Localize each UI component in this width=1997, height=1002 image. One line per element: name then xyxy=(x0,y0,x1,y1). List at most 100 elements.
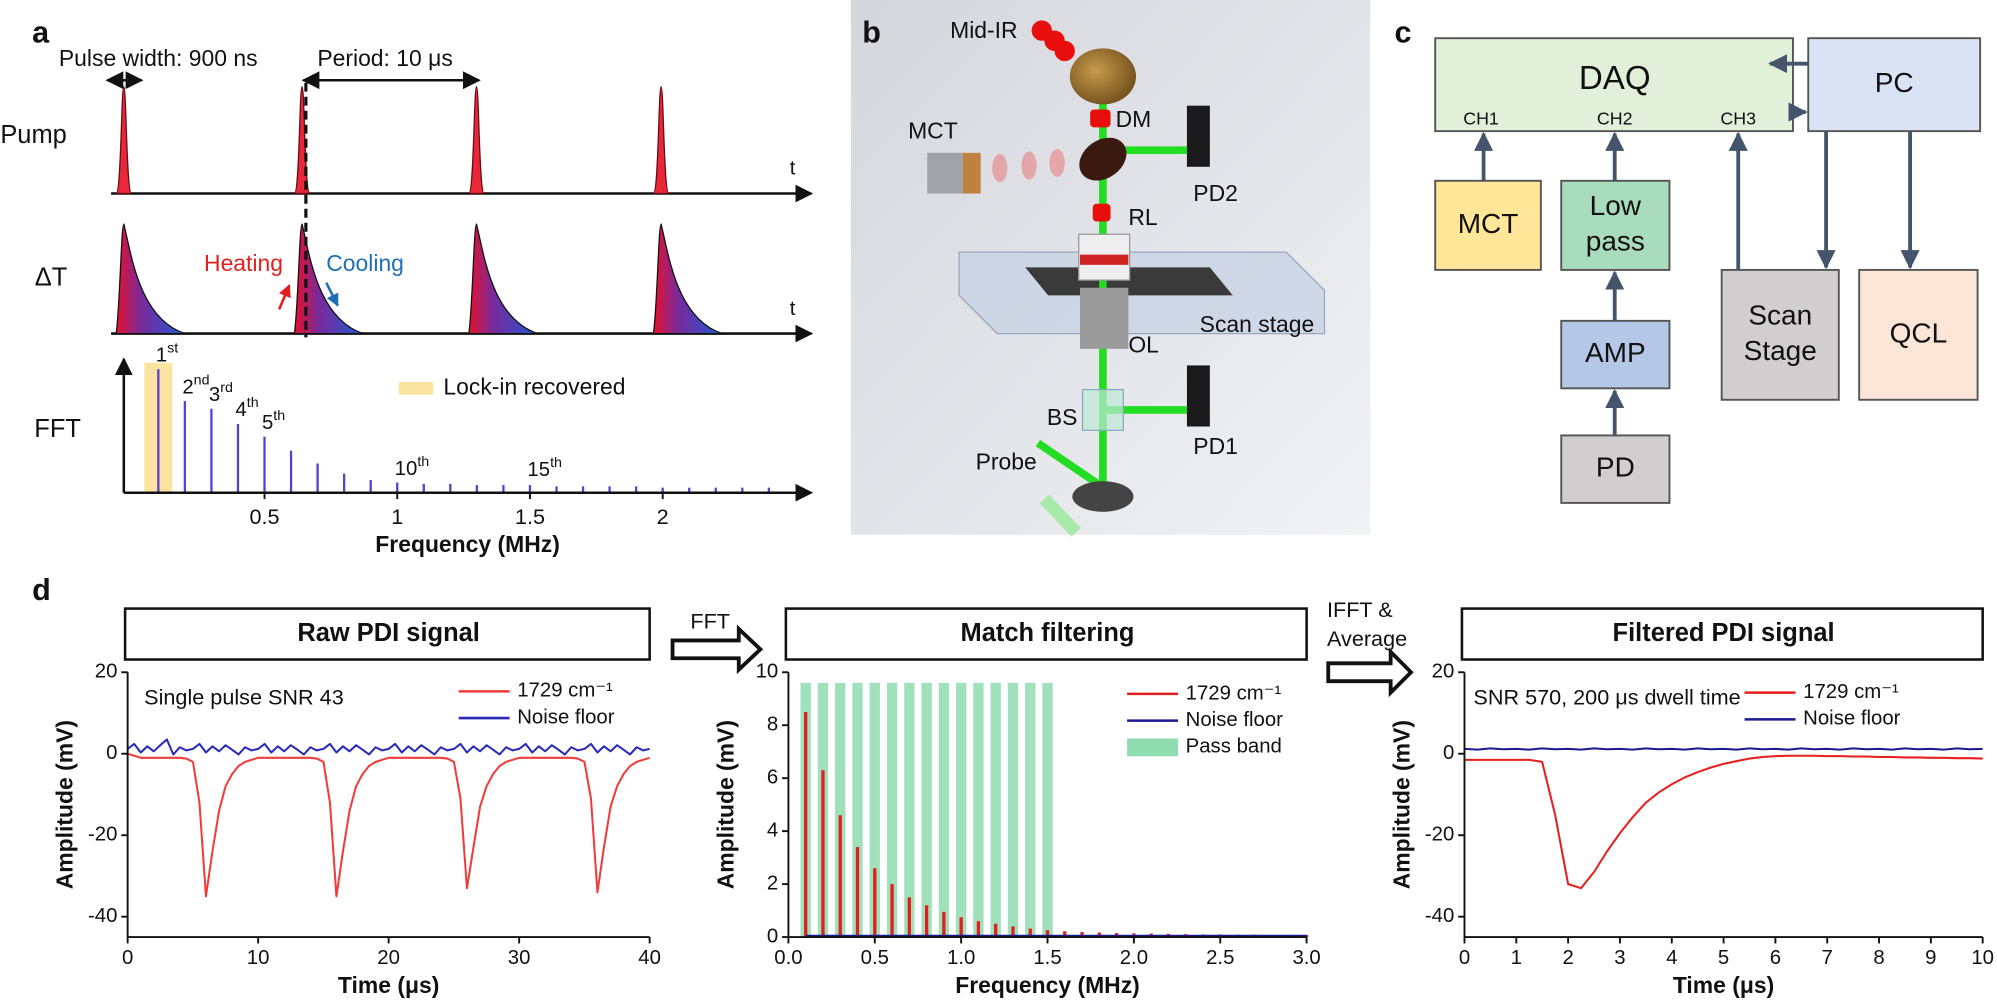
spectrum-bar xyxy=(873,868,877,938)
x-axis-label: Frequency (MHz) xyxy=(375,531,560,557)
spectrum-bar xyxy=(942,911,946,938)
pass-band xyxy=(1042,682,1053,938)
legend-label: Noise floor xyxy=(1803,708,1901,730)
title-box xyxy=(1460,607,1984,661)
chart: Match filtering 1729 cm⁻¹ Noise floor Pass … xyxy=(712,607,1321,998)
temperature-rise xyxy=(293,223,364,335)
panel-label: b xyxy=(862,15,881,49)
step-label: Average xyxy=(1327,626,1407,651)
pump-pulse xyxy=(468,85,485,195)
node-label: MCT xyxy=(1458,208,1519,239)
mct-detector xyxy=(962,152,981,194)
x-tick-label: 1.5 xyxy=(1033,947,1061,969)
channel-label: CH1 xyxy=(1463,108,1499,128)
period-label: Period: 10 μs xyxy=(317,45,452,71)
x-tick-label: 0.0 xyxy=(774,947,802,969)
pass-band xyxy=(835,682,846,938)
annotation: Single pulse SNR 43 xyxy=(144,685,344,710)
node-box xyxy=(1807,37,1982,133)
axis-label: t xyxy=(790,298,796,320)
harmonic-label: 5th xyxy=(262,408,285,435)
axis-label: t xyxy=(790,158,796,180)
part-label: BS xyxy=(1047,404,1078,430)
part-label: PD1 xyxy=(1193,433,1238,459)
node-label: PD xyxy=(1596,452,1635,483)
panel-label: d xyxy=(32,573,51,607)
spectrum-bar xyxy=(1080,932,1084,938)
chart: Filtered PDI signal 1729 cm⁻¹ Noise floor S… xyxy=(1388,607,1994,998)
x-tick-label: 3 xyxy=(1614,947,1625,969)
legend-label: 1729 cm⁻¹ xyxy=(1186,682,1282,704)
mirror xyxy=(1069,48,1137,105)
x-tick-label: 1 xyxy=(391,504,403,529)
probe-beam xyxy=(1035,439,1100,487)
objective xyxy=(1079,254,1129,265)
x-tick-label: 2 xyxy=(1562,947,1573,969)
spectrum-bar xyxy=(976,921,981,938)
pass-band xyxy=(990,682,1001,938)
x-tick-label: 2 xyxy=(657,504,669,529)
spectrum-bar xyxy=(1028,928,1032,938)
node-label: pass xyxy=(1586,226,1645,257)
node-label: QCL xyxy=(1890,317,1948,348)
heating-label: Heating xyxy=(204,250,283,276)
temperature-rise xyxy=(468,223,538,335)
spectrum-bar xyxy=(1011,926,1015,938)
ir-beam xyxy=(992,148,1065,183)
y-tick-label: 2 xyxy=(767,872,778,894)
x-tick-label: 1 xyxy=(1511,947,1522,969)
x-tick-label: 2.5 xyxy=(1206,947,1234,969)
node-label: PC xyxy=(1875,67,1914,98)
y-axis-label: Amplitude (mV) xyxy=(1388,720,1414,889)
y-tick-label: -40 xyxy=(1425,905,1454,927)
y-tick-label: 20 xyxy=(1432,661,1455,683)
step-label: FFT xyxy=(690,608,730,633)
step-label: IFFT & xyxy=(1327,597,1393,622)
x-tick-label: 5 xyxy=(1718,947,1729,969)
spectrum-bar xyxy=(924,905,929,938)
probe-beam xyxy=(1039,494,1081,537)
step-arrow xyxy=(1326,647,1414,698)
node-box xyxy=(1858,268,1979,401)
x-tick-label: 20 xyxy=(377,947,400,969)
x-tick-label: 1.0 xyxy=(947,947,975,969)
row-label: Pump xyxy=(0,121,67,149)
legend-swatch xyxy=(398,381,434,395)
ir-beam xyxy=(1031,20,1111,222)
chart-title: Filtered PDI signal xyxy=(1613,619,1835,647)
part-label: DM xyxy=(1116,106,1152,132)
spectrum-bar xyxy=(838,815,842,938)
pass-band xyxy=(869,682,880,938)
pass-band xyxy=(1007,682,1019,938)
chart-title: Raw PDI signal xyxy=(297,619,479,647)
node-label: Stage xyxy=(1744,335,1817,366)
x-tick-label: 2.0 xyxy=(1120,947,1148,969)
spectrum-bar xyxy=(994,923,998,938)
x-tick-label: 40 xyxy=(638,947,661,969)
x-axis-label: Time (μs) xyxy=(338,972,439,998)
y-tick-label: -20 xyxy=(88,824,117,846)
harmonic-label: 1st xyxy=(156,340,178,367)
x-axis-label: Time (μs) xyxy=(1673,972,1774,998)
node-box xyxy=(1560,319,1671,390)
harmonic-label: 3rd xyxy=(209,380,233,407)
series-line xyxy=(1464,747,1983,751)
title-box xyxy=(123,607,651,661)
node-label: Low xyxy=(1590,190,1642,221)
y-tick-label: 20 xyxy=(95,661,118,683)
x-tick-label: 3.0 xyxy=(1292,947,1320,969)
optical-setup xyxy=(850,0,1371,537)
part-label: Probe xyxy=(976,448,1037,474)
part-label: Scan stage xyxy=(1200,311,1315,337)
panel-label: c xyxy=(1394,15,1411,49)
annotation: SNR 570, 200 μs dwell time xyxy=(1473,685,1740,710)
pass-band xyxy=(886,682,898,938)
node-box xyxy=(1560,179,1671,271)
chart-title: Match filtering xyxy=(961,619,1135,647)
harmonic-label: 10th xyxy=(395,454,430,481)
spectrum-bar xyxy=(1045,930,1050,938)
part-label: Mid-IR xyxy=(950,17,1017,43)
objective xyxy=(1079,287,1129,349)
